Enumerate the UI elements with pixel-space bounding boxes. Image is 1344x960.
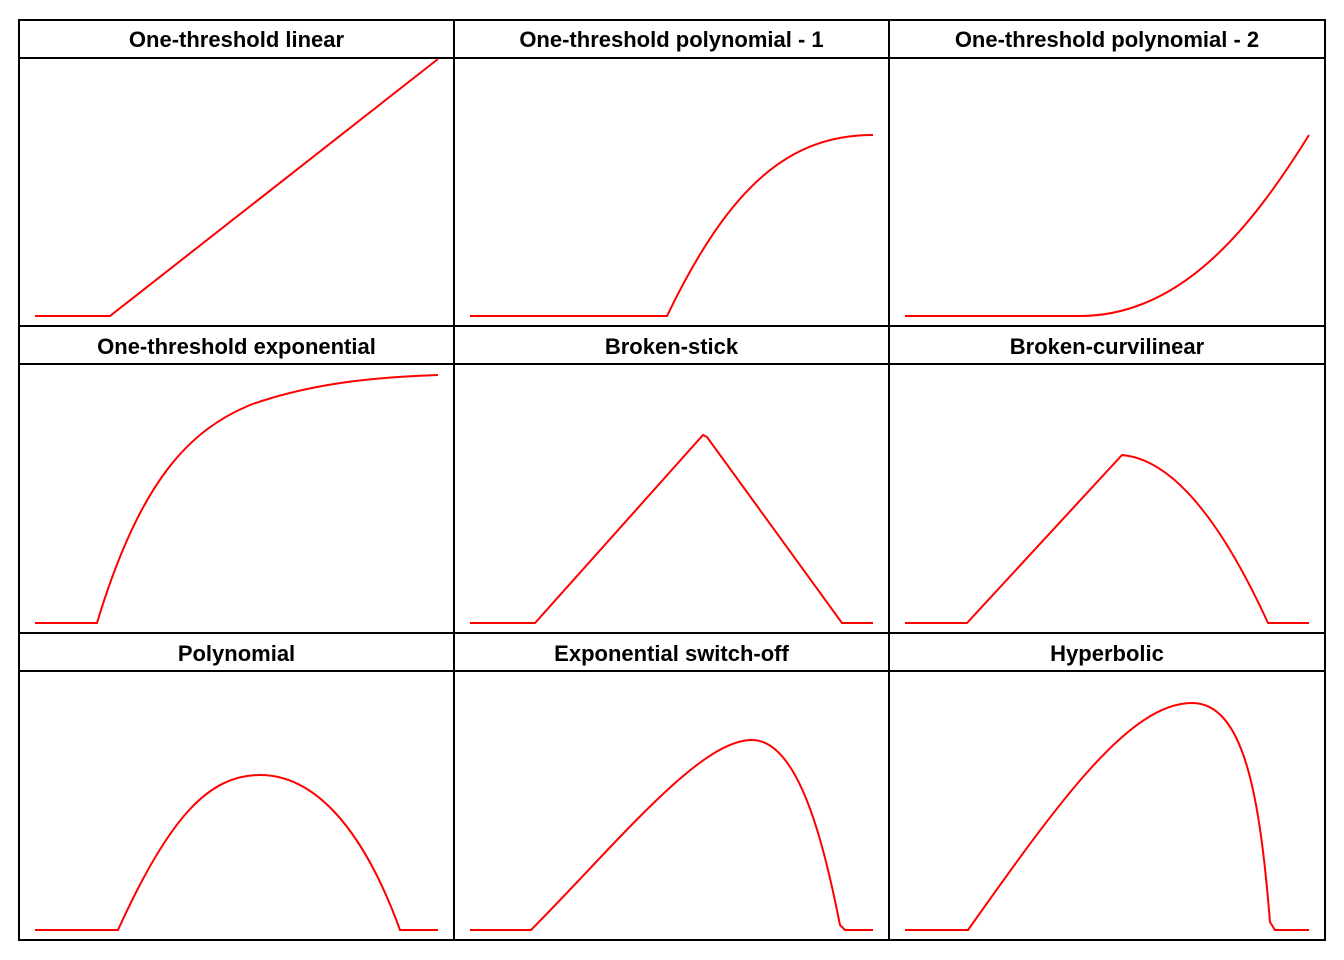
response-curve xyxy=(905,134,1310,317)
panel-title: Broken-stick xyxy=(605,334,739,359)
panel-title: One-threshold polynomial - 1 xyxy=(519,27,823,52)
panel-one-threshold-polynomial-1: One-threshold polynomial - 1 xyxy=(453,19,890,327)
panel-broken-curvilinear: Broken-curvilinear xyxy=(888,325,1326,634)
plot-cell xyxy=(888,363,1326,634)
panel-one-threshold-exponential: One-threshold exponential xyxy=(18,325,455,634)
panel-title: Broken-curvilinear xyxy=(1010,334,1205,359)
panel-polynomial: Polynomial xyxy=(18,632,455,941)
plot-cell xyxy=(453,57,890,327)
panel-one-threshold-linear: One-threshold linear xyxy=(18,19,455,327)
panel-hyperbolic: Hyperbolic xyxy=(888,632,1326,941)
response-curve xyxy=(35,773,438,931)
panel-title: One-threshold polynomial - 2 xyxy=(955,27,1259,52)
response-curve xyxy=(470,738,873,931)
plot-cell xyxy=(453,670,890,941)
response-curve xyxy=(470,134,874,317)
panel-title: One-threshold linear xyxy=(129,27,345,52)
response-curve xyxy=(905,453,1309,624)
response-curve xyxy=(35,58,439,317)
panel-title: Exponential switch-off xyxy=(554,641,789,666)
panel-one-threshold-polynomial-2: One-threshold polynomial - 2 xyxy=(888,19,1326,327)
response-curve xyxy=(470,433,873,624)
response-curve xyxy=(35,374,439,624)
plot-cell xyxy=(18,363,455,634)
panel-title: Polynomial xyxy=(178,641,295,666)
plot-cell xyxy=(888,670,1326,941)
plot-cell xyxy=(888,57,1326,327)
panel-exponential-switch-off: Exponential switch-off xyxy=(453,632,890,941)
panel-title: Hyperbolic xyxy=(1050,641,1164,666)
panel-title: One-threshold exponential xyxy=(97,334,376,359)
panel-broken-stick: Broken-stick xyxy=(453,325,890,634)
plot-cell xyxy=(453,363,890,634)
response-curve xyxy=(905,701,1309,931)
